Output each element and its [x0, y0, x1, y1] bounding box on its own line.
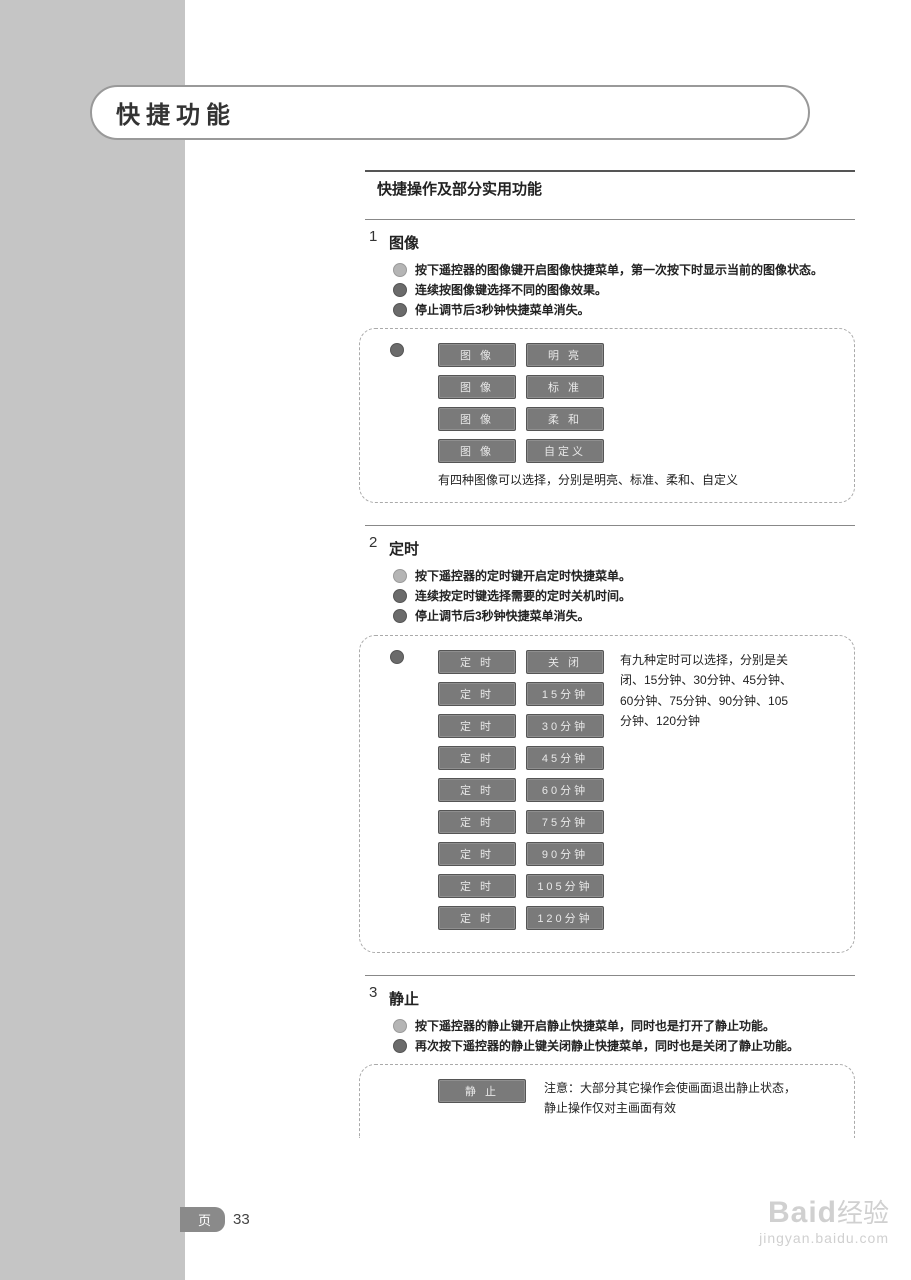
bullet-icon: [393, 609, 407, 623]
rule-top: [365, 170, 855, 172]
osd-button: 图 像: [438, 343, 516, 367]
rule-2: [365, 525, 855, 526]
osd-button: 图 像: [438, 375, 516, 399]
section-3-header: 3 静止: [369, 984, 855, 1015]
osd-button: 15分钟: [526, 682, 604, 706]
osd-button: 定 时: [438, 746, 516, 770]
osd-button: 45分钟: [526, 746, 604, 770]
section-2-box: 定 时关 闭 定 时15分钟 定 时30分钟 定 时45分钟 定 时60分钟 定…: [359, 635, 855, 953]
s2-side-text: 有九种定时可以选择，分别是关闭、15分钟、30分钟、45分钟、60分钟、75分钟…: [620, 650, 800, 732]
footer-label: 页: [180, 1207, 225, 1232]
osd-button: 图 像: [438, 407, 516, 431]
section-2-num: 2: [369, 534, 387, 551]
section-1-box: 图 像明 亮 图 像标 准 图 像柔 和 图 像自定义 有四种图像可以选择，分别…: [359, 328, 855, 503]
osd-button: 90分钟: [526, 842, 604, 866]
s1-b2: 连续按图像键选择不同的图像效果。: [415, 282, 607, 299]
section-3-box: 静 止 注意：大部分其它操作会使画面退出静止状态，静止操作仅对主画面有效: [359, 1064, 855, 1137]
osd-button: 75分钟: [526, 810, 604, 834]
osd-button: 定 时: [438, 682, 516, 706]
osd-button: 定 时: [438, 842, 516, 866]
marker-icon: [390, 650, 404, 664]
section-3-num: 3: [369, 984, 387, 1001]
osd-button: 105分钟: [526, 874, 604, 898]
bullet-icon: [393, 1039, 407, 1053]
osd-button-still: 静 止: [438, 1079, 526, 1103]
s2-b1: 按下遥控器的定时键开启定时快捷菜单。: [415, 568, 631, 585]
osd-button: 定 时: [438, 810, 516, 834]
page-footer: 页 33: [180, 1207, 250, 1232]
s3-b2: 再次按下遥控器的静止键关闭静止快捷菜单，同时也是关闭了静止功能。: [415, 1038, 799, 1055]
section-1-bullets: 按下遥控器的图像键开启图像快捷菜单，第一次按下时显示当前的图像状态。 连续按图像…: [393, 262, 855, 318]
section-2-bullets: 按下遥控器的定时键开启定时快捷菜单。 连续按定时键选择需要的定时关机时间。 停止…: [393, 568, 855, 624]
s1-b1: 按下遥控器的图像键开启图像快捷菜单，第一次按下时显示当前的图像状态。: [415, 262, 823, 279]
osd-button: 柔 和: [526, 407, 604, 431]
s1-b3: 停止调节后3秒钟快捷菜单消失。: [415, 302, 590, 319]
marker-icon: [390, 343, 404, 357]
section-3-title: 静止: [387, 984, 419, 1015]
subsection-title: 快捷操作及部分实用功能: [365, 176, 855, 205]
watermark: Baid经验 jingyan.baidu.com: [759, 1193, 889, 1246]
content-area: 快捷操作及部分实用功能 1 图像 按下遥控器的图像键开启图像快捷菜单，第一次按下…: [365, 170, 855, 1138]
section-1-num: 1: [369, 228, 387, 245]
page-number: 33: [233, 1211, 250, 1228]
s2-b2: 连续按定时键选择需要的定时关机时间。: [415, 588, 631, 605]
rule-3: [365, 975, 855, 976]
osd-button: 自定义: [526, 439, 604, 463]
s3-b1: 按下遥控器的静止键开启静止快捷菜单，同时也是打开了静止功能。: [415, 1018, 775, 1035]
osd-button: 120分钟: [526, 906, 604, 930]
osd-button: 定 时: [438, 778, 516, 802]
osd-button: 定 时: [438, 906, 516, 930]
page-title-banner: 快捷功能: [90, 85, 810, 140]
watermark-brand: Baid: [768, 1196, 837, 1229]
rule-1: [365, 219, 855, 220]
osd-button: 定 时: [438, 874, 516, 898]
left-sidebar-panel: [0, 0, 185, 1280]
osd-button: 关 闭: [526, 650, 604, 674]
section-1-title: 图像: [387, 228, 419, 259]
image-mode-grid: 图 像明 亮 图 像标 准 图 像柔 和 图 像自定义: [438, 343, 836, 463]
bullet-icon: [393, 283, 407, 297]
s1-caption: 有四种图像可以选择，分别是明亮、标准、柔和、自定义: [438, 471, 836, 488]
osd-button: 30分钟: [526, 714, 604, 738]
bullet-icon: [393, 303, 407, 317]
osd-button: 明 亮: [526, 343, 604, 367]
watermark-cn: 经验: [837, 1198, 889, 1228]
bullet-icon: [393, 1019, 407, 1033]
section-2-header: 2 定时: [369, 534, 855, 565]
section-1-header: 1 图像: [369, 228, 855, 259]
osd-button: 定 时: [438, 714, 516, 738]
page-title: 快捷功能: [116, 95, 236, 130]
section-3-bullets: 按下遥控器的静止键开启静止快捷菜单，同时也是打开了静止功能。 再次按下遥控器的静…: [393, 1018, 855, 1055]
osd-button: 定 时: [438, 650, 516, 674]
bullet-icon: [393, 589, 407, 603]
s2-b3: 停止调节后3秒钟快捷菜单消失。: [415, 608, 590, 625]
bullet-icon: [393, 569, 407, 583]
bullet-icon: [393, 263, 407, 277]
section-2-title: 定时: [387, 534, 419, 565]
osd-button: 标 准: [526, 375, 604, 399]
watermark-sub: jingyan.baidu.com: [759, 1230, 889, 1246]
timer-grid: 定 时关 闭 定 时15分钟 定 时30分钟 定 时45分钟 定 时60分钟 定…: [438, 650, 604, 938]
s3-note: 注意：大部分其它操作会使画面退出静止状态，静止操作仅对主画面有效: [544, 1079, 804, 1117]
osd-button: 60分钟: [526, 778, 604, 802]
osd-button: 图 像: [438, 439, 516, 463]
